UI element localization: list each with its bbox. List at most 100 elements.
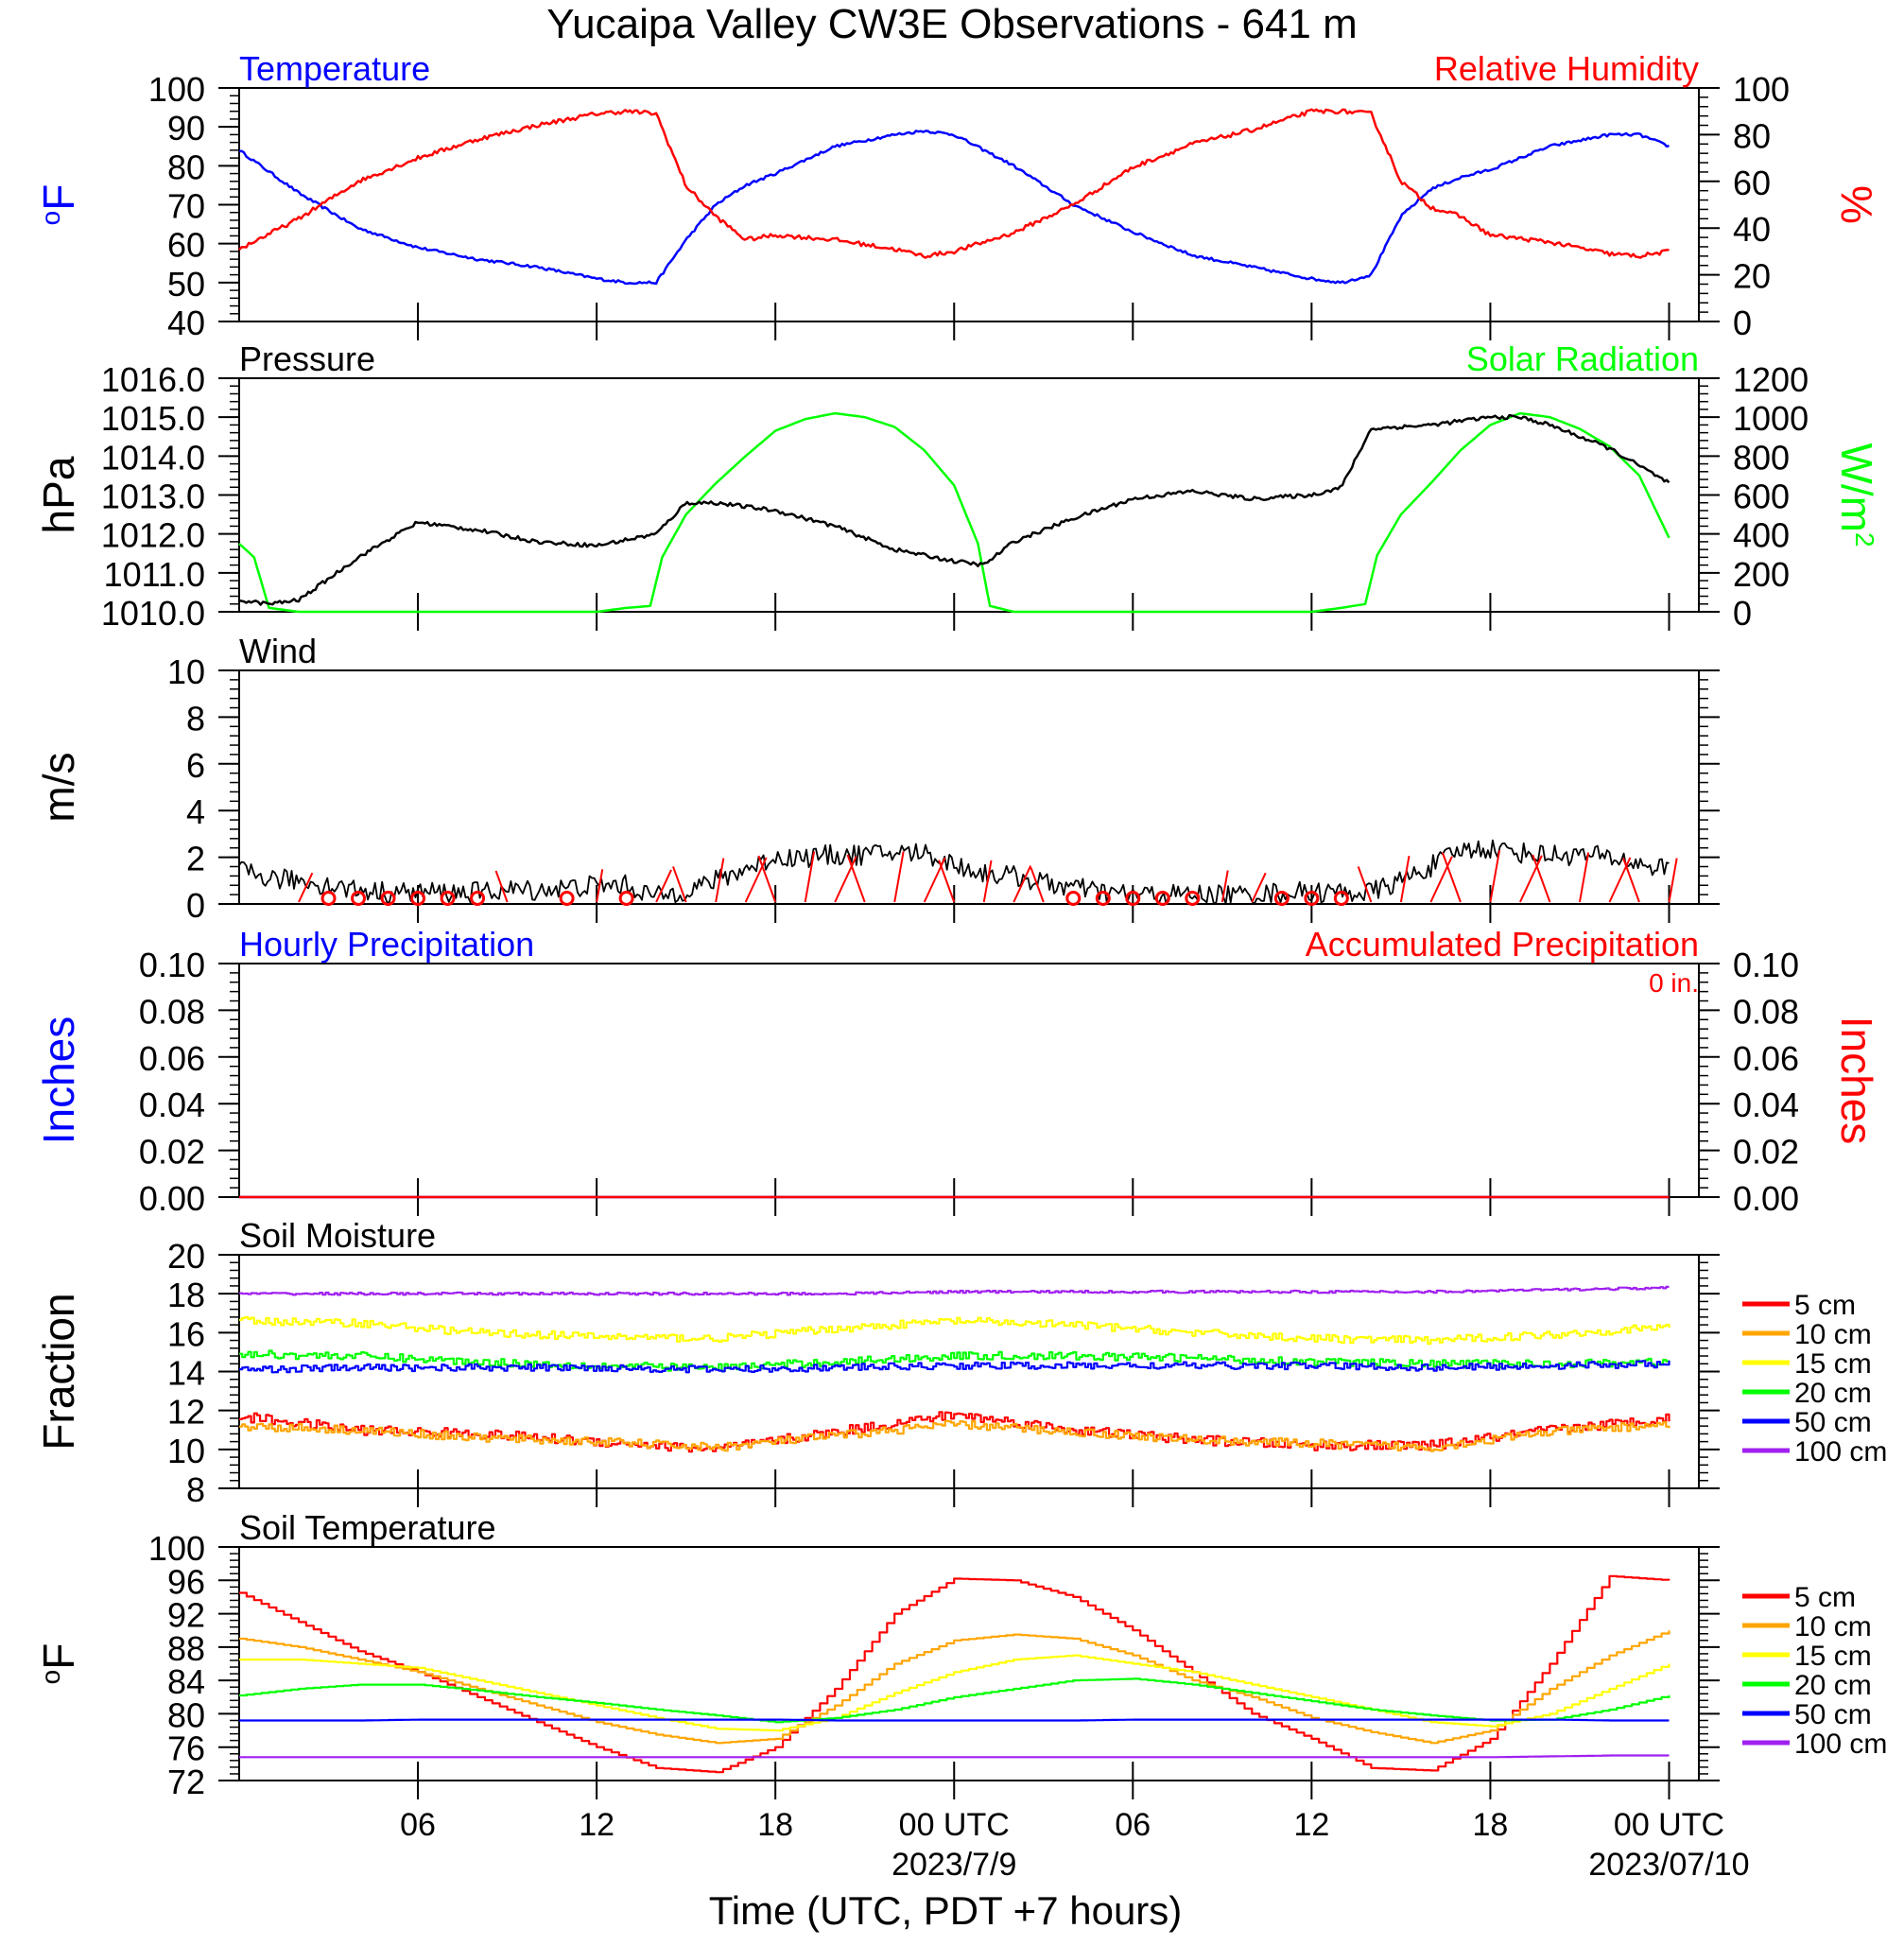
soil-moisture-50cm-line: [239, 1360, 1670, 1374]
soil_temperature-ytick-label: 80: [167, 1695, 205, 1734]
pressure_solar-ytick-label: 1012.0: [101, 516, 205, 555]
wind-calm-marker: [1333, 891, 1349, 906]
wind-calm-marker: [1065, 891, 1082, 906]
wind-barb: [846, 854, 866, 903]
soil_temperature-ytick-label: 100: [148, 1529, 205, 1568]
precip-ytick-label: 0.08: [139, 992, 205, 1031]
soil_moisture-ytick-label: 18: [167, 1276, 205, 1314]
pressure_solar-ylabel-right: W/m2: [1832, 443, 1881, 547]
wind-barb: [1399, 855, 1411, 903]
wind-ytick-label: 6: [186, 746, 205, 785]
temp_rh-ytick-right-label: 20: [1733, 257, 1771, 296]
precip-ytick-label: 0.02: [139, 1133, 205, 1172]
pressure_solar-title-right: Solar Radiation: [1466, 339, 1699, 378]
wind-calm-marker: [1095, 891, 1111, 906]
wind-ytick-label: 2: [186, 840, 205, 878]
temp_rh-frame: [238, 87, 1700, 322]
temp_rh-title-left: Temperature: [239, 49, 430, 88]
panel-precip: 0.00 0.02 0.04 0.06 0.08 0.10 0.00 0.02 0.04 0.06…: [34, 925, 1881, 1218]
wind-barb: [494, 870, 509, 903]
wind-calm-marker: [1125, 891, 1141, 906]
wind-ytick-label: 4: [186, 792, 205, 831]
wind-barb: [757, 855, 777, 903]
wind-ytick-label: 10: [167, 652, 205, 691]
wind-barb: [804, 851, 816, 903]
soil_temperature-ylabel: oF: [34, 1643, 83, 1685]
temp_rh-ytick-label: 50: [167, 265, 205, 304]
pressure_solar-ytick-label: 1013.0: [101, 478, 205, 516]
precip-ylabel-right: Inches: [1832, 1016, 1881, 1145]
wind-title-left: Wind: [239, 632, 317, 670]
soil_temperature-legend-label: 10 cm: [1794, 1611, 1872, 1642]
pressure_solar-ytick-label: 1016.0: [101, 360, 205, 399]
soil_temperature-frame: [238, 1546, 1700, 1781]
precip-ytick-right-label: 0.08: [1733, 992, 1799, 1031]
accumulated-precip-total: 0 in.: [1649, 968, 1699, 998]
wind-calm-marker: [618, 891, 634, 906]
wind-calm-marker: [351, 891, 367, 906]
soil_moisture-legend-label: 15 cm: [1794, 1348, 1872, 1380]
pressure-line: [238, 413, 1670, 606]
soil_moisture-title-left: Soil Moisture: [239, 1216, 436, 1255]
soil_moisture-ytick-label: 8: [186, 1470, 205, 1509]
solar-radiation-line: [238, 411, 1670, 614]
soil-temp-20cm-line: [239, 1677, 1670, 1724]
wind-ytick-label: 0: [186, 886, 205, 925]
precip-ylabel: Inches: [34, 1016, 83, 1145]
temp_rh-ytick-label: 40: [167, 304, 205, 342]
temp_rh-ytick-label: 90: [167, 109, 205, 148]
wind-barb: [1013, 865, 1032, 903]
wind-barb: [834, 856, 857, 903]
soil_moisture-legend-label: 10 cm: [1794, 1319, 1872, 1350]
temp_rh-ytick-label: 100: [148, 70, 205, 109]
soil_moisture-ytick-label: 12: [167, 1393, 205, 1432]
wind-barb: [655, 869, 672, 903]
wind-barb: [298, 872, 314, 903]
wind-barb: [715, 858, 725, 903]
x-tick-label: 18: [757, 1807, 793, 1843]
pressure_solar-ytick-right-label: 200: [1733, 555, 1790, 594]
soil_moisture-legend-label: 50 cm: [1794, 1407, 1872, 1438]
wind-calm-marker: [1304, 891, 1320, 906]
soil_temperature-title-left: Soil Temperature: [239, 1508, 495, 1547]
soil_temperature-legend-label: 5 cm: [1794, 1582, 1856, 1613]
x-tick-label: 12: [1293, 1807, 1329, 1843]
soil_temperature-ytick-label: 84: [167, 1662, 205, 1701]
soil-moisture-100cm-line: [239, 1285, 1670, 1296]
pressure_solar-ytick-right-label: 1000: [1733, 399, 1809, 438]
wind-calm-marker: [559, 891, 575, 906]
wind-barb: [1220, 870, 1229, 903]
temp_rh-ytick-label: 60: [167, 226, 205, 265]
wind-barb: [982, 860, 993, 903]
wind-barb: [1357, 866, 1373, 903]
wind-barb: [938, 860, 956, 903]
wind-calm-marker: [1185, 891, 1201, 906]
x-axis-title: Time (UTC, PDT +7 hours): [709, 1888, 1183, 1933]
temp_rh-ylabel-right: %: [1832, 185, 1881, 224]
wind-barb: [744, 857, 768, 903]
soil_moisture-legend-label: 20 cm: [1794, 1378, 1872, 1409]
soil_moisture-frame: [238, 1254, 1700, 1489]
wind-frame: [238, 669, 1700, 905]
soil-temp-100cm-line: [239, 1754, 1670, 1759]
wind-barb: [923, 857, 946, 903]
temp_rh-ylabel: oF: [34, 184, 83, 226]
x-tick-label: 06: [1115, 1807, 1151, 1843]
temp_rh-ytick-right-label: 80: [1733, 116, 1771, 155]
x-tick-label: 12: [579, 1807, 614, 1843]
wind-ylabel: m/s: [34, 752, 83, 822]
wind-calm-marker: [380, 891, 396, 906]
precip-title-right: Accumulated Precipitation: [1306, 925, 1699, 964]
precip-ytick-right-label: 0.02: [1733, 1133, 1799, 1172]
x-tick-label: 00 UTC: [899, 1807, 1010, 1843]
x-axis: 06 12 18 00 UTC 06 12 18 00 UTC 2023/7/9 2023/07/…: [400, 1807, 1749, 1883]
pressure_solar-frame: [238, 377, 1700, 613]
soil-moisture-20cm-line: [239, 1349, 1670, 1373]
soil-temp-15cm-line: [239, 1654, 1670, 1732]
soil_moisture-ytick-label: 16: [167, 1314, 205, 1353]
precip-ytick-label: 0.06: [139, 1039, 205, 1078]
precip-ytick-right-label: 0.06: [1733, 1039, 1799, 1078]
figure-title: Yucaipa Valley CW3E Observations - 641 m: [546, 1, 1358, 47]
pressure_solar-title-left: Pressure: [239, 339, 375, 378]
